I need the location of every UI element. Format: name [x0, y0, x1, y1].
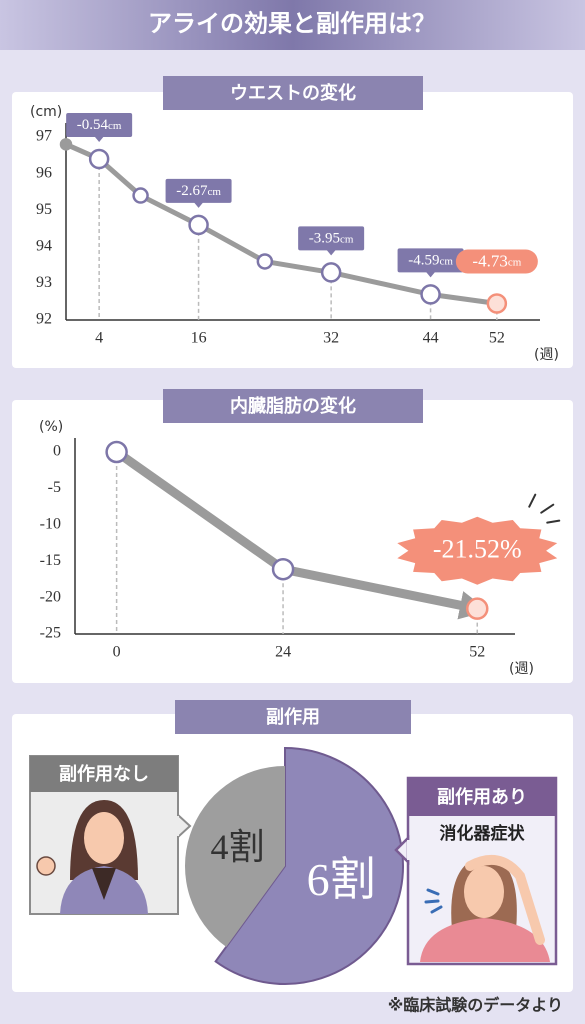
section-title: 副作用 [266, 706, 320, 728]
section-title: 内臓脂肪の変化 [230, 395, 356, 417]
pie-slice [214, 746, 404, 985]
y-axis-label: (cm) [30, 104, 62, 120]
page-title: アライの効果と副作用は？ [148, 10, 436, 38]
change-unit: cm [207, 185, 221, 197]
title-banner [0, 0, 585, 50]
data-point [105, 440, 128, 464]
data-point [466, 597, 489, 620]
burst-lines [528, 493, 561, 524]
y-tick-label: -20 [40, 588, 61, 605]
section-header [163, 389, 423, 423]
change-unit: cm [340, 233, 354, 245]
section-title: ウエストの変化 [230, 82, 356, 104]
y-tick-label: 92 [36, 311, 52, 328]
change-pointer [425, 271, 436, 278]
pie-slice [185, 766, 285, 947]
data-point [88, 148, 110, 170]
x-tick-label: 52 [469, 644, 485, 661]
y-tick-label: 93 [36, 274, 52, 291]
y-tick-label: 96 [36, 164, 52, 181]
data-point [188, 214, 209, 236]
change-value: -4.73 [472, 251, 507, 270]
change-label: -0.54cm [77, 117, 122, 133]
change-unit: cm [508, 256, 522, 268]
change-value: -0.54 [77, 117, 109, 133]
x-tick-label: 32 [323, 330, 339, 347]
change-pointer [193, 201, 204, 208]
change-box [397, 248, 464, 273]
y-axis-label: (%) [39, 419, 63, 435]
y-tick-label: -15 [40, 552, 61, 569]
y-tick-label: -10 [40, 515, 61, 532]
y-tick-label: 97 [36, 128, 52, 145]
label-box: 副作用あり 消化器症状 [394, 776, 558, 966]
change-label: -4.59cm [408, 253, 453, 269]
change-value: -2.67 [176, 183, 208, 199]
y-tick-label: 0 [53, 443, 61, 460]
x-axis-label: (週) [509, 661, 534, 677]
y-tick-label: 95 [36, 201, 52, 218]
x-tick-label: 24 [275, 644, 291, 661]
data-point [132, 187, 149, 204]
label-burst [397, 516, 558, 585]
x-tick-label: 44 [423, 330, 439, 347]
data-point [59, 138, 73, 151]
change-box [165, 178, 232, 203]
data-point [486, 293, 508, 314]
change-pointer [326, 249, 337, 256]
pie: 6割 4割 [185, 746, 404, 985]
change-unit: cm [439, 255, 453, 267]
change-label: -2.67cm [176, 183, 221, 199]
x-tick-label: 4 [95, 330, 103, 347]
data-point [320, 262, 342, 283]
change-label: -3.95cm [309, 231, 354, 247]
y-tick-label: -25 [40, 625, 61, 642]
y-tick-label: 94 [36, 237, 52, 254]
label-box: 副作用なし [29, 755, 192, 915]
change-unit: cm [108, 119, 122, 131]
card [12, 400, 573, 683]
value-label: -21.52% [433, 535, 522, 564]
x-axis-label: (週) [534, 347, 559, 363]
change-label: -4.73cm [472, 251, 521, 270]
x-tick-label: 52 [489, 330, 505, 347]
data-point [256, 253, 274, 270]
data-point [271, 557, 295, 581]
slice-label: 4割 [210, 827, 264, 867]
change-value: -4.59 [408, 253, 439, 269]
category-detail: 消化器症状 [440, 823, 526, 844]
x-tick-label: 0 [113, 644, 121, 661]
change-pointer [94, 135, 105, 142]
category-label: 副作用なし [59, 763, 149, 785]
section-header [163, 76, 423, 110]
footnote: ※臨床試験のデータより [388, 996, 563, 1015]
change-value: -3.95 [309, 231, 340, 247]
section-header [175, 700, 411, 734]
category-label: 副作用あり [437, 786, 527, 808]
y-tick-label: -5 [48, 479, 61, 496]
change-box [298, 226, 365, 251]
change-box [66, 112, 133, 137]
change-box [455, 249, 538, 274]
x-tick-label: 16 [191, 330, 207, 347]
slice-label: 6割 [307, 854, 376, 905]
data-point [420, 284, 441, 305]
